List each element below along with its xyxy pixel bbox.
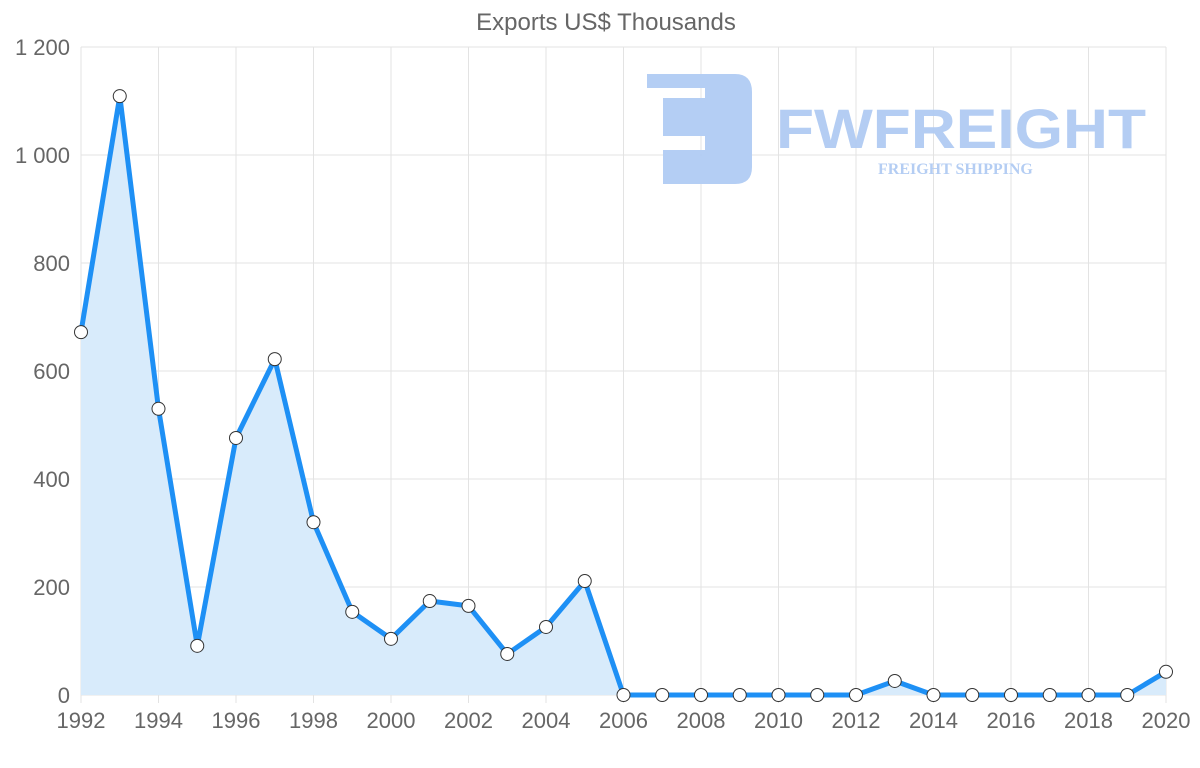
y-tick-label: 800 — [33, 251, 70, 276]
x-tick-label: 2018 — [1064, 708, 1113, 733]
y-tick-label: 0 — [58, 683, 70, 708]
data-point-2004[interactable] — [539, 619, 553, 634]
data-point-2019[interactable] — [1120, 688, 1135, 702]
data-point-2009[interactable] — [732, 688, 747, 702]
x-tick-label: 1998 — [289, 708, 338, 733]
data-point-2017[interactable] — [1042, 688, 1057, 702]
data-point-2015[interactable] — [965, 688, 980, 702]
data-point-1996[interactable] — [229, 430, 243, 445]
y-tick-label: 200 — [33, 575, 70, 600]
y-tick-label: 1 000 — [15, 143, 70, 168]
data-point-2007[interactable] — [655, 688, 670, 702]
y-tick-label: 1 200 — [15, 35, 70, 60]
grid — [80, 46, 1167, 703]
data-point-2010[interactable] — [771, 688, 786, 702]
x-tick-label: 2006 — [599, 708, 648, 733]
data-points — [74, 89, 1173, 702]
data-point-2008[interactable] — [694, 688, 708, 702]
y-tick-label: 600 — [33, 359, 70, 384]
data-point-1999[interactable] — [345, 604, 360, 619]
y-tick-label: 400 — [33, 467, 70, 492]
data-point-2002[interactable] — [461, 598, 476, 613]
x-tick-label: 2002 — [444, 708, 493, 733]
svg-text:FWFREIGHT: FWFREIGHT — [776, 97, 1146, 160]
fwfreight-logo-watermark: FWFREIGHT FREIGHT SHIPPING — [647, 74, 1146, 184]
data-point-1992[interactable] — [74, 325, 88, 340]
svg-text:FREIGHT SHIPPING: FREIGHT SHIPPING — [878, 161, 1033, 178]
x-tick-label: 1994 — [134, 708, 183, 733]
data-point-2014[interactable] — [926, 688, 941, 702]
x-tick-label: 2016 — [987, 708, 1036, 733]
data-point-2006[interactable] — [616, 688, 631, 702]
data-point-2016[interactable] — [1004, 688, 1018, 702]
x-tick-label: 1996 — [212, 708, 261, 733]
data-point-2001[interactable] — [422, 594, 437, 609]
data-point-1994[interactable] — [151, 401, 166, 416]
area-fill — [81, 96, 1166, 696]
x-axis: 1992 1994 1996 1998 2000 2002 2004 2006 2008 2010… — [57, 708, 1191, 733]
data-point-1997[interactable] — [267, 352, 282, 367]
data-point-1993[interactable] — [112, 89, 127, 104]
data-point-2012[interactable] — [849, 688, 863, 702]
data-point-2013[interactable] — [887, 673, 902, 688]
x-tick-label: 1992 — [57, 708, 106, 733]
data-point-2003[interactable] — [500, 646, 515, 661]
x-tick-label: 2008 — [677, 708, 726, 733]
x-tick-label: 2020 — [1142, 708, 1191, 733]
data-point-1995[interactable] — [190, 638, 205, 653]
y-axis: 0 200 400 600 800 1 000 1 200 — [15, 35, 70, 708]
x-tick-label: 2012 — [832, 708, 881, 733]
data-point-2018[interactable] — [1081, 688, 1096, 702]
x-tick-label: 2010 — [754, 708, 803, 733]
x-tick-label: 2000 — [367, 708, 416, 733]
x-tick-label: 2014 — [909, 708, 958, 733]
data-point-2011[interactable] — [810, 688, 825, 702]
data-point-2000[interactable] — [384, 631, 398, 646]
data-point-2020[interactable] — [1159, 664, 1173, 679]
chart-title: Exports US$ Thousands — [476, 9, 736, 36]
data-point-2005[interactable] — [577, 574, 592, 589]
x-tick-label: 2004 — [522, 708, 571, 733]
data-point-1998[interactable] — [306, 515, 321, 530]
